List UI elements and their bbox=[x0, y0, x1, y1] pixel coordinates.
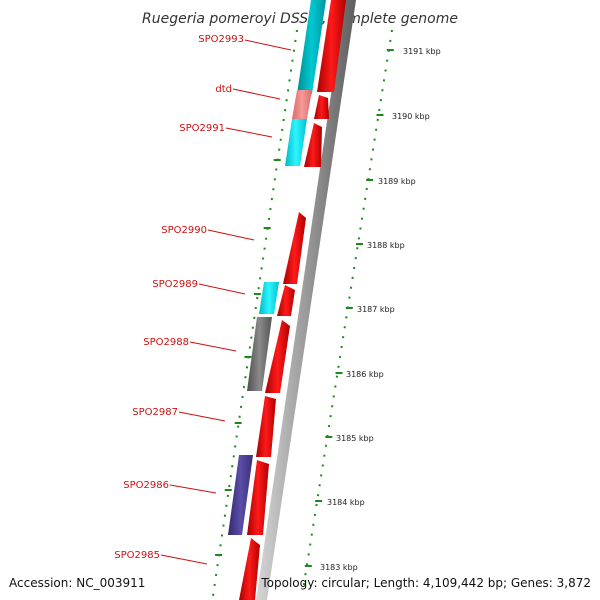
feature-dtd[interactable] bbox=[292, 90, 312, 119]
genome-backbone bbox=[256, 0, 356, 600]
gene-label-spo2991[interactable]: SPO2991 bbox=[179, 123, 225, 134]
feature-spo2989[interactable] bbox=[259, 282, 279, 314]
leader-spo2989 bbox=[198, 283, 246, 295]
feature-spo2991-cds[interactable] bbox=[304, 123, 322, 167]
kbp-label: 3184 kbp bbox=[327, 498, 365, 507]
gene-label-dtd[interactable]: dtd bbox=[215, 84, 232, 95]
gene-label-spo2990[interactable]: SPO2990 bbox=[161, 225, 207, 236]
kbp-label: 3191 kbp bbox=[403, 47, 441, 56]
gene-label-spo2988[interactable]: SPO2988 bbox=[143, 337, 189, 348]
outer-track bbox=[239, 0, 346, 600]
kbp-label: 3186 kbp bbox=[346, 370, 384, 379]
accession-text: Accession: NC_003911 bbox=[9, 576, 145, 590]
gene-labels: SPO2993 dtd SPO2991 SPO2990 SPO2989 SPO2… bbox=[114, 34, 292, 565]
gene-label-spo2989[interactable]: SPO2989 bbox=[152, 279, 198, 290]
inner-ticks bbox=[215, 159, 281, 556]
kbp-label: 3189 kbp bbox=[378, 177, 416, 186]
kbp-label: 3183 kbp bbox=[320, 563, 358, 572]
feature-spo2986[interactable] bbox=[228, 455, 253, 535]
feature-dtd-cds[interactable] bbox=[314, 95, 329, 119]
feature-spo2987[interactable] bbox=[256, 396, 276, 457]
gene-label-spo2985[interactable]: SPO2985 bbox=[114, 550, 160, 561]
leader-spo2990 bbox=[207, 229, 255, 241]
leader-spo2985 bbox=[160, 554, 208, 565]
inner-track bbox=[228, 0, 326, 535]
scale-labels: 3191 kbp 3190 kbp 3189 kbp 3188 kbp 3187… bbox=[320, 47, 441, 572]
topology-text: Topology: circular; Length: 4,109,442 bp… bbox=[260, 576, 591, 590]
gene-label-spo2986[interactable]: SPO2986 bbox=[123, 480, 169, 491]
kbp-label: 3188 kbp bbox=[367, 241, 405, 250]
leader-spo2987 bbox=[178, 411, 226, 422]
feature-spo2988[interactable] bbox=[247, 317, 272, 391]
kbp-label: 3185 kbp bbox=[336, 434, 374, 443]
feature-spo2986-cds[interactable] bbox=[247, 460, 269, 535]
genome-title: Ruegeria pomeroyi DSS-3, complete genome bbox=[142, 11, 458, 27]
leader-dtd bbox=[232, 88, 281, 100]
gene-label-spo2987[interactable]: SPO2987 bbox=[132, 407, 178, 418]
leader-spo2988 bbox=[189, 341, 237, 352]
leader-spo2991 bbox=[225, 127, 273, 138]
feature-spo2991[interactable] bbox=[285, 119, 307, 166]
feature-spo2988-cds[interactable] bbox=[265, 320, 290, 393]
feature-spo2989-cds[interactable] bbox=[277, 285, 295, 316]
ruler-ticks bbox=[304, 49, 394, 567]
gene-label-spo2993[interactable]: SPO2993 bbox=[198, 34, 244, 45]
kbp-label: 3187 kbp bbox=[357, 305, 395, 314]
feature-spo2993-inner[interactable] bbox=[297, 0, 326, 94]
feature-spo2990[interactable] bbox=[283, 212, 306, 284]
kbp-label: 3190 kbp bbox=[392, 112, 430, 121]
feature-spo2993[interactable] bbox=[317, 0, 346, 92]
leader-spo2993 bbox=[244, 39, 292, 51]
leader-spo2986 bbox=[169, 484, 217, 494]
feature-spo2985[interactable] bbox=[239, 538, 260, 600]
